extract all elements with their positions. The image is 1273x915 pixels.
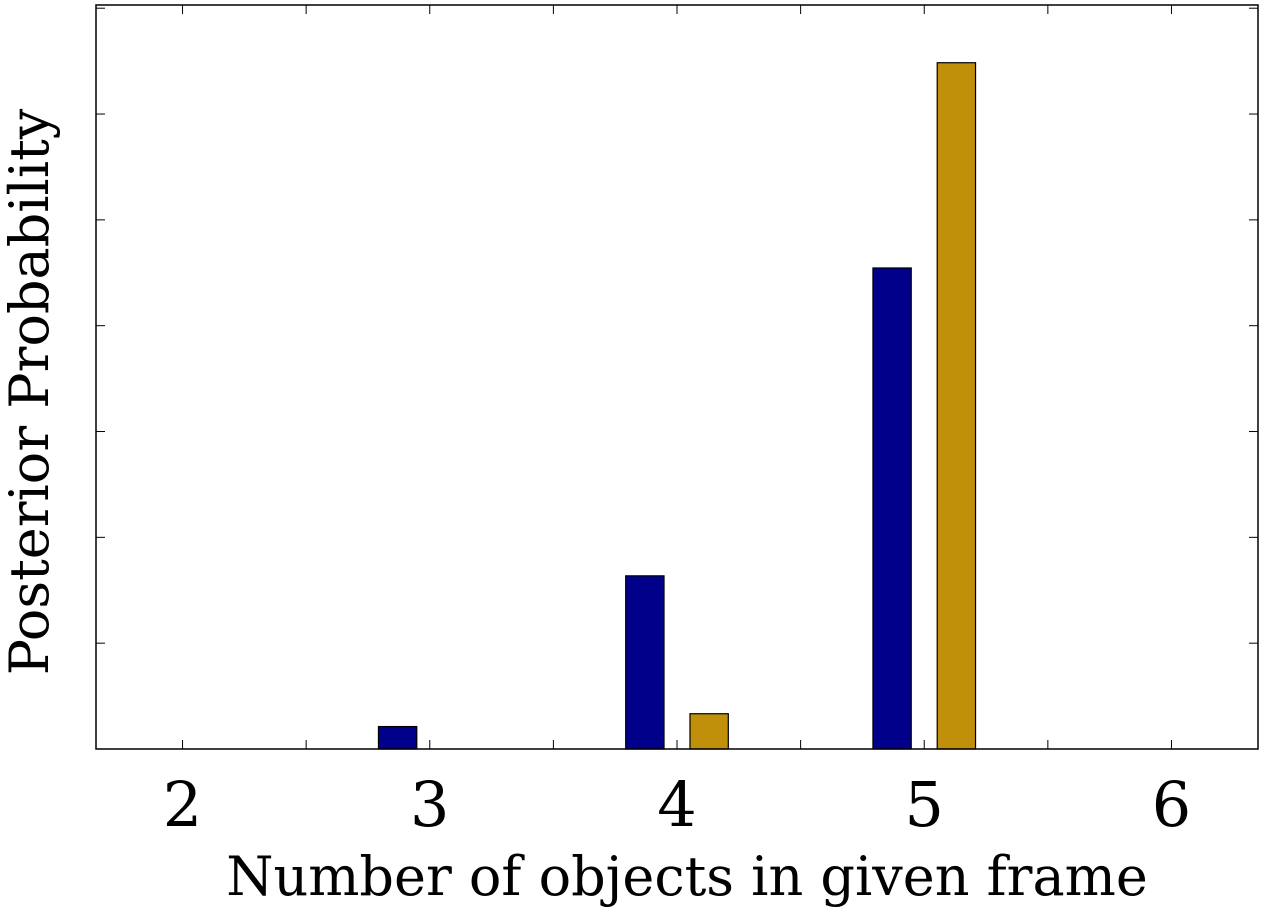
bar-series-1-cat-5 xyxy=(872,267,912,750)
x-tick-label-2: 2 xyxy=(163,768,202,841)
x-tick-label-4: 4 xyxy=(657,768,696,841)
x-axis-title: Number of objects in given frame xyxy=(226,845,1148,908)
x-tick-label-6: 6 xyxy=(1152,768,1191,841)
x-tick-label-3: 3 xyxy=(410,768,449,841)
plot-area xyxy=(96,5,1258,749)
bar-series-2-cat-5 xyxy=(936,62,977,750)
bar-series-2-cat-4 xyxy=(689,713,729,750)
bar-series-1-cat-4 xyxy=(625,575,665,750)
bar-series-1-cat-3 xyxy=(377,725,418,750)
x-tick-label-5: 5 xyxy=(905,768,944,841)
plot-frame xyxy=(95,4,1259,750)
y-axis-title: Posterior Probability xyxy=(0,108,61,675)
